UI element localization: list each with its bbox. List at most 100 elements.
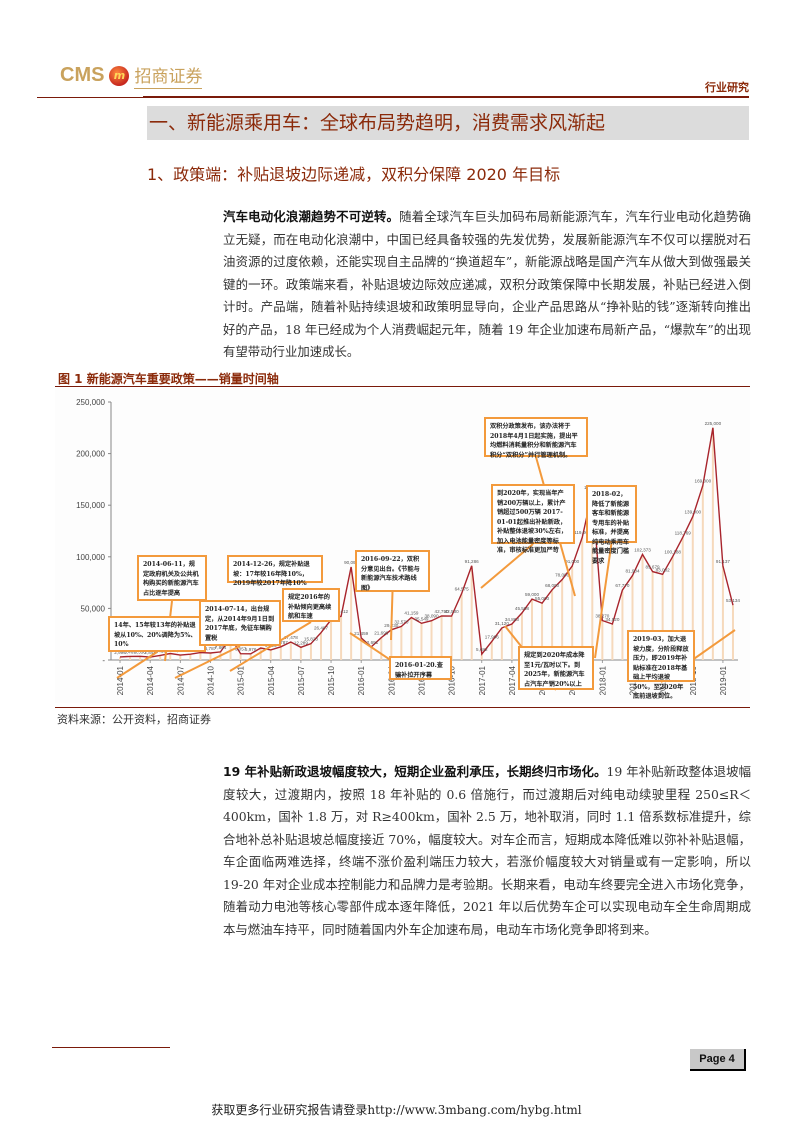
page-number: Page 4 [690, 1049, 746, 1071]
y-tick-label: 50,000 [81, 604, 106, 613]
x-tick-label: 2016-10 [448, 665, 457, 695]
sales-bar [691, 516, 694, 660]
data-label: 12,289 [294, 640, 308, 645]
sales-bar [350, 567, 353, 660]
sales-bar [681, 537, 684, 660]
callout-leader [116, 651, 158, 679]
sales-bar [330, 619, 333, 660]
sales-bar [480, 654, 483, 660]
x-tick-label: 2014-01 [116, 665, 125, 695]
data-label: 139,000 [684, 510, 701, 515]
sales-bar [651, 571, 654, 660]
data-label: 64,575 [455, 586, 469, 591]
x-tick-label: 2015-01 [237, 665, 246, 695]
sales-bar [410, 617, 413, 660]
paragraph-2-body: 19 年补贴新政整体退坡幅度较大，过渡期内，按照 18 年补贴的 0.6 倍施行… [223, 764, 751, 937]
paragraph-1: 汽车电动化浪潮趋势不可逆转。随着全球汽车巨头加码布局新能源汽车，汽车行业电动化趋… [223, 206, 751, 364]
sales-bar [119, 656, 122, 660]
data-label: 17,478 [284, 635, 298, 640]
promo-link-text[interactable]: 获取更多行业研究报告请登录http://www.3mbang.com/hybg.… [211, 1103, 582, 1117]
data-label: 119,000 [574, 530, 591, 535]
data-label: 102,373 [634, 547, 651, 552]
sales-bar [380, 637, 383, 660]
data-label: 83,082 [656, 567, 670, 572]
sales-bar [721, 565, 724, 660]
sales-bar [340, 616, 343, 660]
sales-bar [561, 579, 564, 660]
data-label: 35,549 [414, 616, 428, 621]
y-tick-label: 200,000 [76, 450, 105, 459]
sales-bar [370, 646, 373, 660]
callout-leader [229, 621, 312, 672]
data-label: 32,570 [394, 619, 408, 624]
policy-callout: 2016-01-20.查骗补拉开序幕 [389, 656, 452, 680]
x-tick-label: 2014-07 [176, 665, 185, 695]
sales-bar [179, 655, 182, 660]
x-tick-label: 2015-07 [297, 665, 306, 695]
sales-bar [189, 654, 192, 660]
sales-bar [129, 656, 132, 660]
x-tick-label: 2014-10 [206, 665, 215, 695]
data-label: 2,848 [144, 650, 156, 655]
data-label: 21,459 [354, 631, 368, 636]
source-divider [55, 707, 750, 708]
data-label: 42,530 [445, 609, 459, 614]
data-label: 6,787 [205, 646, 217, 651]
paragraph-1-lead: 汽车电动化浪潮趋势不可逆转。 [223, 209, 400, 224]
callout-leader [480, 543, 534, 589]
policy-callout: 2014-06-11，规定政府机关及公共机构购买的新能源汽车占比逐年提高 [137, 555, 207, 601]
sales-bar [611, 623, 614, 660]
data-label: 45,598 [515, 606, 529, 611]
data-label: 55,000 [535, 596, 549, 601]
data-label: 59,000 [525, 592, 539, 597]
sales-bar [601, 620, 604, 660]
logo-latin: CMS [60, 64, 105, 86]
sales-bar [400, 626, 403, 660]
sales-line [119, 427, 734, 658]
figure-title: 图 1 新能源汽车重要政策——销量时间轴 [58, 372, 279, 386]
data-label: 67,770 [615, 583, 629, 588]
y-tick-label: 250,000 [76, 398, 105, 407]
paragraph-2-lead: 19 年补贴新政退坡幅度较大，短期企业盈利承压，长期终归市场化。 [223, 764, 607, 779]
x-tick-label: 2016-07 [417, 665, 426, 695]
data-label: 2,996 [114, 650, 126, 655]
x-tick-label: 2016-04 [387, 665, 396, 695]
logo-mark-icon: m [109, 65, 130, 86]
sales-bar [541, 603, 544, 660]
callout-leader [594, 542, 613, 659]
data-label: 91,137 [716, 559, 730, 564]
figure-source: 资料来源：公开资料，招商证券 [57, 713, 211, 726]
x-tick-label: 2017-04 [508, 665, 517, 695]
data-label: 118,769 [675, 530, 692, 535]
sales-bar [390, 629, 393, 660]
policy-callout: 规定到2020年成本降至1元/瓦时以下。到2025年，新能源汽车占汽车产销20%… [518, 646, 594, 690]
footnote-rule [52, 1047, 170, 1048]
figure-title-rule [55, 386, 750, 387]
sales-bar [641, 554, 644, 660]
sales-bar [420, 623, 423, 660]
sales-bar [249, 653, 252, 660]
x-tick-label: 2018-01 [598, 665, 607, 695]
data-label: 91,000 [565, 559, 579, 564]
sales-bar [149, 657, 152, 660]
sales-bar [510, 624, 513, 660]
header-divider-thick [143, 96, 749, 98]
paragraph-1-body: 随着全球汽车巨头加码布局新能源汽车，汽车行业电动化趋势确立无疑，而在电动化浪潮中… [223, 209, 752, 359]
data-label: 41,159 [404, 611, 418, 616]
data-label: 5,682 [476, 647, 488, 652]
data-label: 15,823 [304, 637, 318, 642]
sales-bar [259, 647, 262, 660]
data-label: 100,188 [664, 550, 681, 555]
sales-bar [490, 641, 493, 660]
sales-bar [460, 593, 463, 660]
sales-bar [581, 537, 584, 660]
data-label: 17,996 [485, 634, 499, 639]
sales-bar [319, 632, 322, 660]
x-tick-label: 2015-10 [327, 665, 336, 695]
policy-callout: 14年、15年较13年的补贴退坡从10%、20%调降为5%、10% [108, 616, 206, 652]
sales-bar [500, 627, 503, 660]
policy-callout: 2019-03，加大退坡力度，分阶段释放压力，即2019年补贴标准在2018年基… [627, 630, 695, 700]
x-tick-label: 2017-01 [478, 665, 487, 695]
sales-bar [671, 556, 674, 660]
data-label: 12,691 [364, 640, 378, 645]
